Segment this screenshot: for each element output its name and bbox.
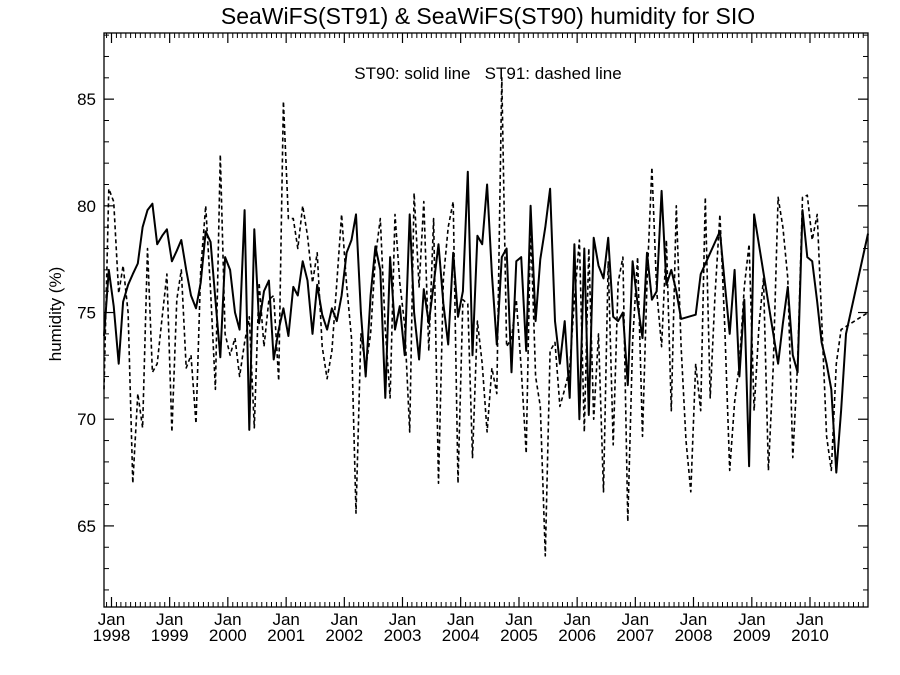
y-tick-label: 75: [77, 304, 96, 323]
y-tick-label: 65: [77, 517, 96, 536]
x-tick-label-year: 2008: [675, 626, 713, 645]
x-tick-label-month: Jan: [272, 610, 299, 629]
x-tick-label-year: 2004: [442, 626, 480, 645]
x-tick-label-year: 2002: [325, 626, 363, 645]
x-tick-label-year: 2009: [733, 626, 771, 645]
x-tick-label-year: 1999: [151, 626, 189, 645]
series-line-st90: [103, 170, 869, 474]
x-tick-label-month: Jan: [331, 610, 358, 629]
chart-title: SeaWiFS(ST91) & SeaWiFS(ST90) humidity f…: [221, 3, 755, 29]
x-tick-label-year: 2005: [500, 626, 538, 645]
x-tick-label-month: Jan: [447, 610, 474, 629]
x-tick-label-month: Jan: [389, 610, 416, 629]
x-tick-label-month: Jan: [738, 610, 765, 629]
x-tick-label-month: Jan: [796, 610, 823, 629]
x-tick-label-year: 2001: [267, 626, 305, 645]
x-tick-label-month: Jan: [563, 610, 590, 629]
x-tick-label-month: Jan: [214, 610, 241, 629]
x-tick-label-year: 1998: [93, 626, 131, 645]
x-tick-label-year: 2010: [791, 626, 829, 645]
chart-annotation: ST90: solid line ST91: dashed line: [354, 64, 621, 83]
x-tick-label-month: Jan: [98, 610, 125, 629]
y-tick-label: 80: [77, 197, 96, 216]
x-tick-label-month: Jan: [505, 610, 532, 629]
x-tick-label-year: 2000: [209, 626, 247, 645]
plot-area: 6570758085Jan1998Jan1999Jan2000Jan2001Ja…: [77, 32, 869, 645]
plot-frame: [103, 32, 869, 608]
x-tick-label-month: Jan: [622, 610, 649, 629]
x-tick-label-year: 2006: [558, 626, 596, 645]
x-tick-label-year: 2007: [616, 626, 654, 645]
y-axis-label: humidity (%): [46, 267, 65, 361]
x-tick-label-month: Jan: [680, 610, 707, 629]
x-tick-label-month: Jan: [156, 610, 183, 629]
y-tick-label: 70: [77, 410, 96, 429]
y-tick-label: 85: [77, 90, 96, 109]
x-tick-label-year: 2003: [384, 626, 422, 645]
series-line-st91: [103, 77, 869, 557]
